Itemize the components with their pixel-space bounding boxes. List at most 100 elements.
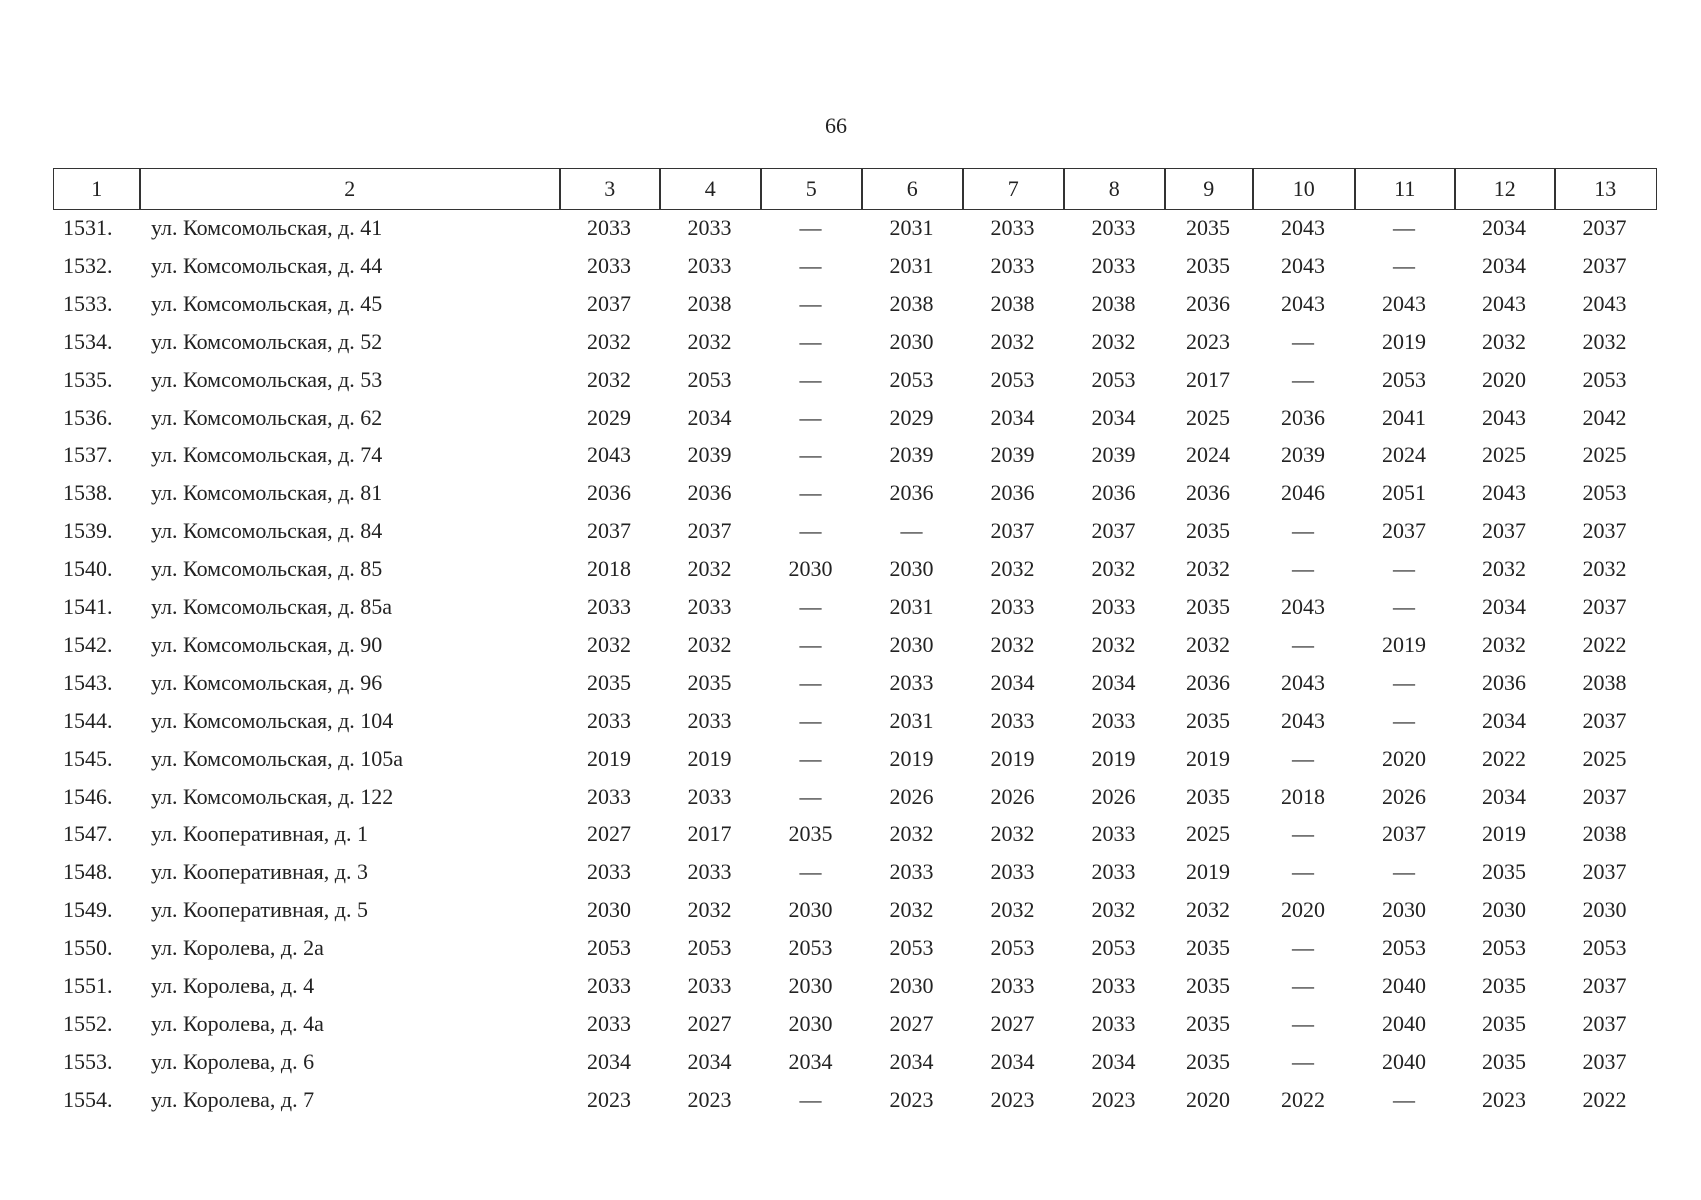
cell: 2017 (687, 821, 732, 847)
cell: 2032 (1582, 328, 1627, 354)
cell: 2053 (990, 935, 1035, 961)
row-number: 1537. (63, 442, 113, 468)
address: ул. Комсомольская, д. 105а (151, 745, 404, 771)
cell: 2033 (587, 252, 631, 278)
cell: 2053 (889, 366, 934, 392)
cell: 2032 (1186, 631, 1230, 657)
cell: — (1393, 556, 1415, 582)
cell: 2053 (687, 935, 732, 961)
cell: 2035 (1482, 859, 1526, 885)
cell: 2046 (1281, 480, 1325, 506)
address: ул. Комсомольская, д. 85 (151, 556, 383, 582)
cell: 2037 (587, 518, 631, 544)
cell: — (1393, 594, 1415, 619)
cell: 2026 (1091, 783, 1136, 809)
cell: 2034 (990, 404, 1035, 430)
cell: 2033 (889, 669, 934, 695)
header-cell: 13 (1554, 168, 1657, 210)
cell: — (900, 518, 923, 544)
cell: — (799, 290, 822, 316)
cell: 2034 (889, 1048, 934, 1074)
cell: 2023 (990, 1086, 1035, 1112)
cell: 2023 (1482, 1086, 1526, 1112)
cell: 2036 (889, 480, 934, 506)
address: ул. Кооперативная, д. 3 (151, 859, 368, 885)
cell: 2033 (1091, 215, 1136, 240)
cell: 2038 (687, 290, 732, 316)
header-cell: 8 (1063, 168, 1166, 210)
cell: 2032 (1091, 631, 1136, 657)
address: ул. Комсомольская, д. 81 (151, 480, 383, 506)
cell: 2035 (1186, 1048, 1230, 1074)
cell: 2019 (687, 745, 732, 771)
cell: 2053 (889, 935, 934, 961)
address: ул. Кооперативная, д. 5 (151, 897, 368, 923)
cell: — (799, 328, 822, 354)
cell: 2034 (1482, 594, 1526, 619)
cell: 2034 (788, 1048, 833, 1074)
cell: 2053 (1582, 366, 1627, 392)
cell: 2043 (1482, 404, 1526, 430)
cell: 2025 (1582, 442, 1627, 468)
cell: 2023 (687, 1086, 732, 1112)
cell: 2035 (1186, 707, 1230, 733)
cell: 2033 (687, 215, 732, 240)
cell: 2037 (1582, 1010, 1627, 1036)
cell: 2033 (990, 252, 1035, 278)
cell: 2033 (1091, 594, 1136, 619)
page-number: 66 (825, 113, 847, 138)
cell: 2043 (587, 442, 631, 468)
cell: 2037 (1582, 783, 1627, 809)
row-number: 1548. (63, 859, 113, 885)
cell: 2051 (1382, 480, 1426, 506)
cell: 2035 (587, 669, 631, 695)
row-number: 1531. (63, 215, 113, 240)
cell: — (1292, 328, 1314, 354)
address: ул. Комсомольская, д. 45 (151, 290, 383, 316)
cell: 2038 (1091, 290, 1136, 316)
cell: — (1292, 745, 1314, 771)
row-number: 1545. (63, 745, 113, 771)
cell: — (1393, 215, 1415, 240)
address: ул. Королева, д. 7 (151, 1086, 315, 1112)
cell: 2033 (889, 859, 934, 885)
row-number: 1534. (63, 328, 113, 354)
address: ул. Королева, д. 2а (151, 935, 324, 961)
cell: — (799, 518, 822, 544)
cell: 2033 (990, 973, 1035, 998)
cell: 2033 (687, 783, 732, 809)
cell: 2036 (990, 480, 1035, 506)
address: ул. Королева, д. 4 (151, 973, 315, 998)
cell: 2025 (1186, 404, 1230, 430)
cell: 2035 (1186, 973, 1230, 998)
cell: 2033 (587, 783, 631, 809)
cell: 2035 (1186, 935, 1230, 961)
cell: 2024 (1382, 442, 1426, 468)
address: ул. Комсомольская, д. 44 (151, 252, 383, 278)
cell: 2035 (1482, 973, 1526, 998)
cell: 2022 (1582, 1086, 1627, 1112)
cell: — (799, 480, 822, 506)
cell: 2033 (587, 594, 631, 619)
row-number: 1541. (63, 594, 113, 619)
address: ул. Королева, д. 6 (151, 1048, 315, 1074)
cell: 2032 (990, 631, 1035, 657)
cell: 2034 (990, 669, 1035, 695)
header-cell: 5 (760, 168, 863, 210)
cell: 2019 (1186, 859, 1230, 885)
cell: 2053 (788, 935, 833, 961)
cell: 2032 (1482, 631, 1526, 657)
cell: 2020 (1382, 745, 1426, 771)
cell: 2034 (687, 404, 732, 430)
row-number: 1552. (63, 1010, 113, 1036)
cell: — (799, 404, 822, 430)
cell: 2033 (687, 707, 732, 733)
address: ул. Кооперативная, д. 1 (151, 821, 368, 847)
cell: — (799, 366, 822, 392)
header-cell: 12 (1454, 168, 1556, 210)
cell: 2033 (587, 859, 631, 885)
cell: 2053 (1582, 935, 1627, 961)
cell: 2032 (990, 821, 1035, 847)
cell: 2040 (1382, 1048, 1426, 1074)
